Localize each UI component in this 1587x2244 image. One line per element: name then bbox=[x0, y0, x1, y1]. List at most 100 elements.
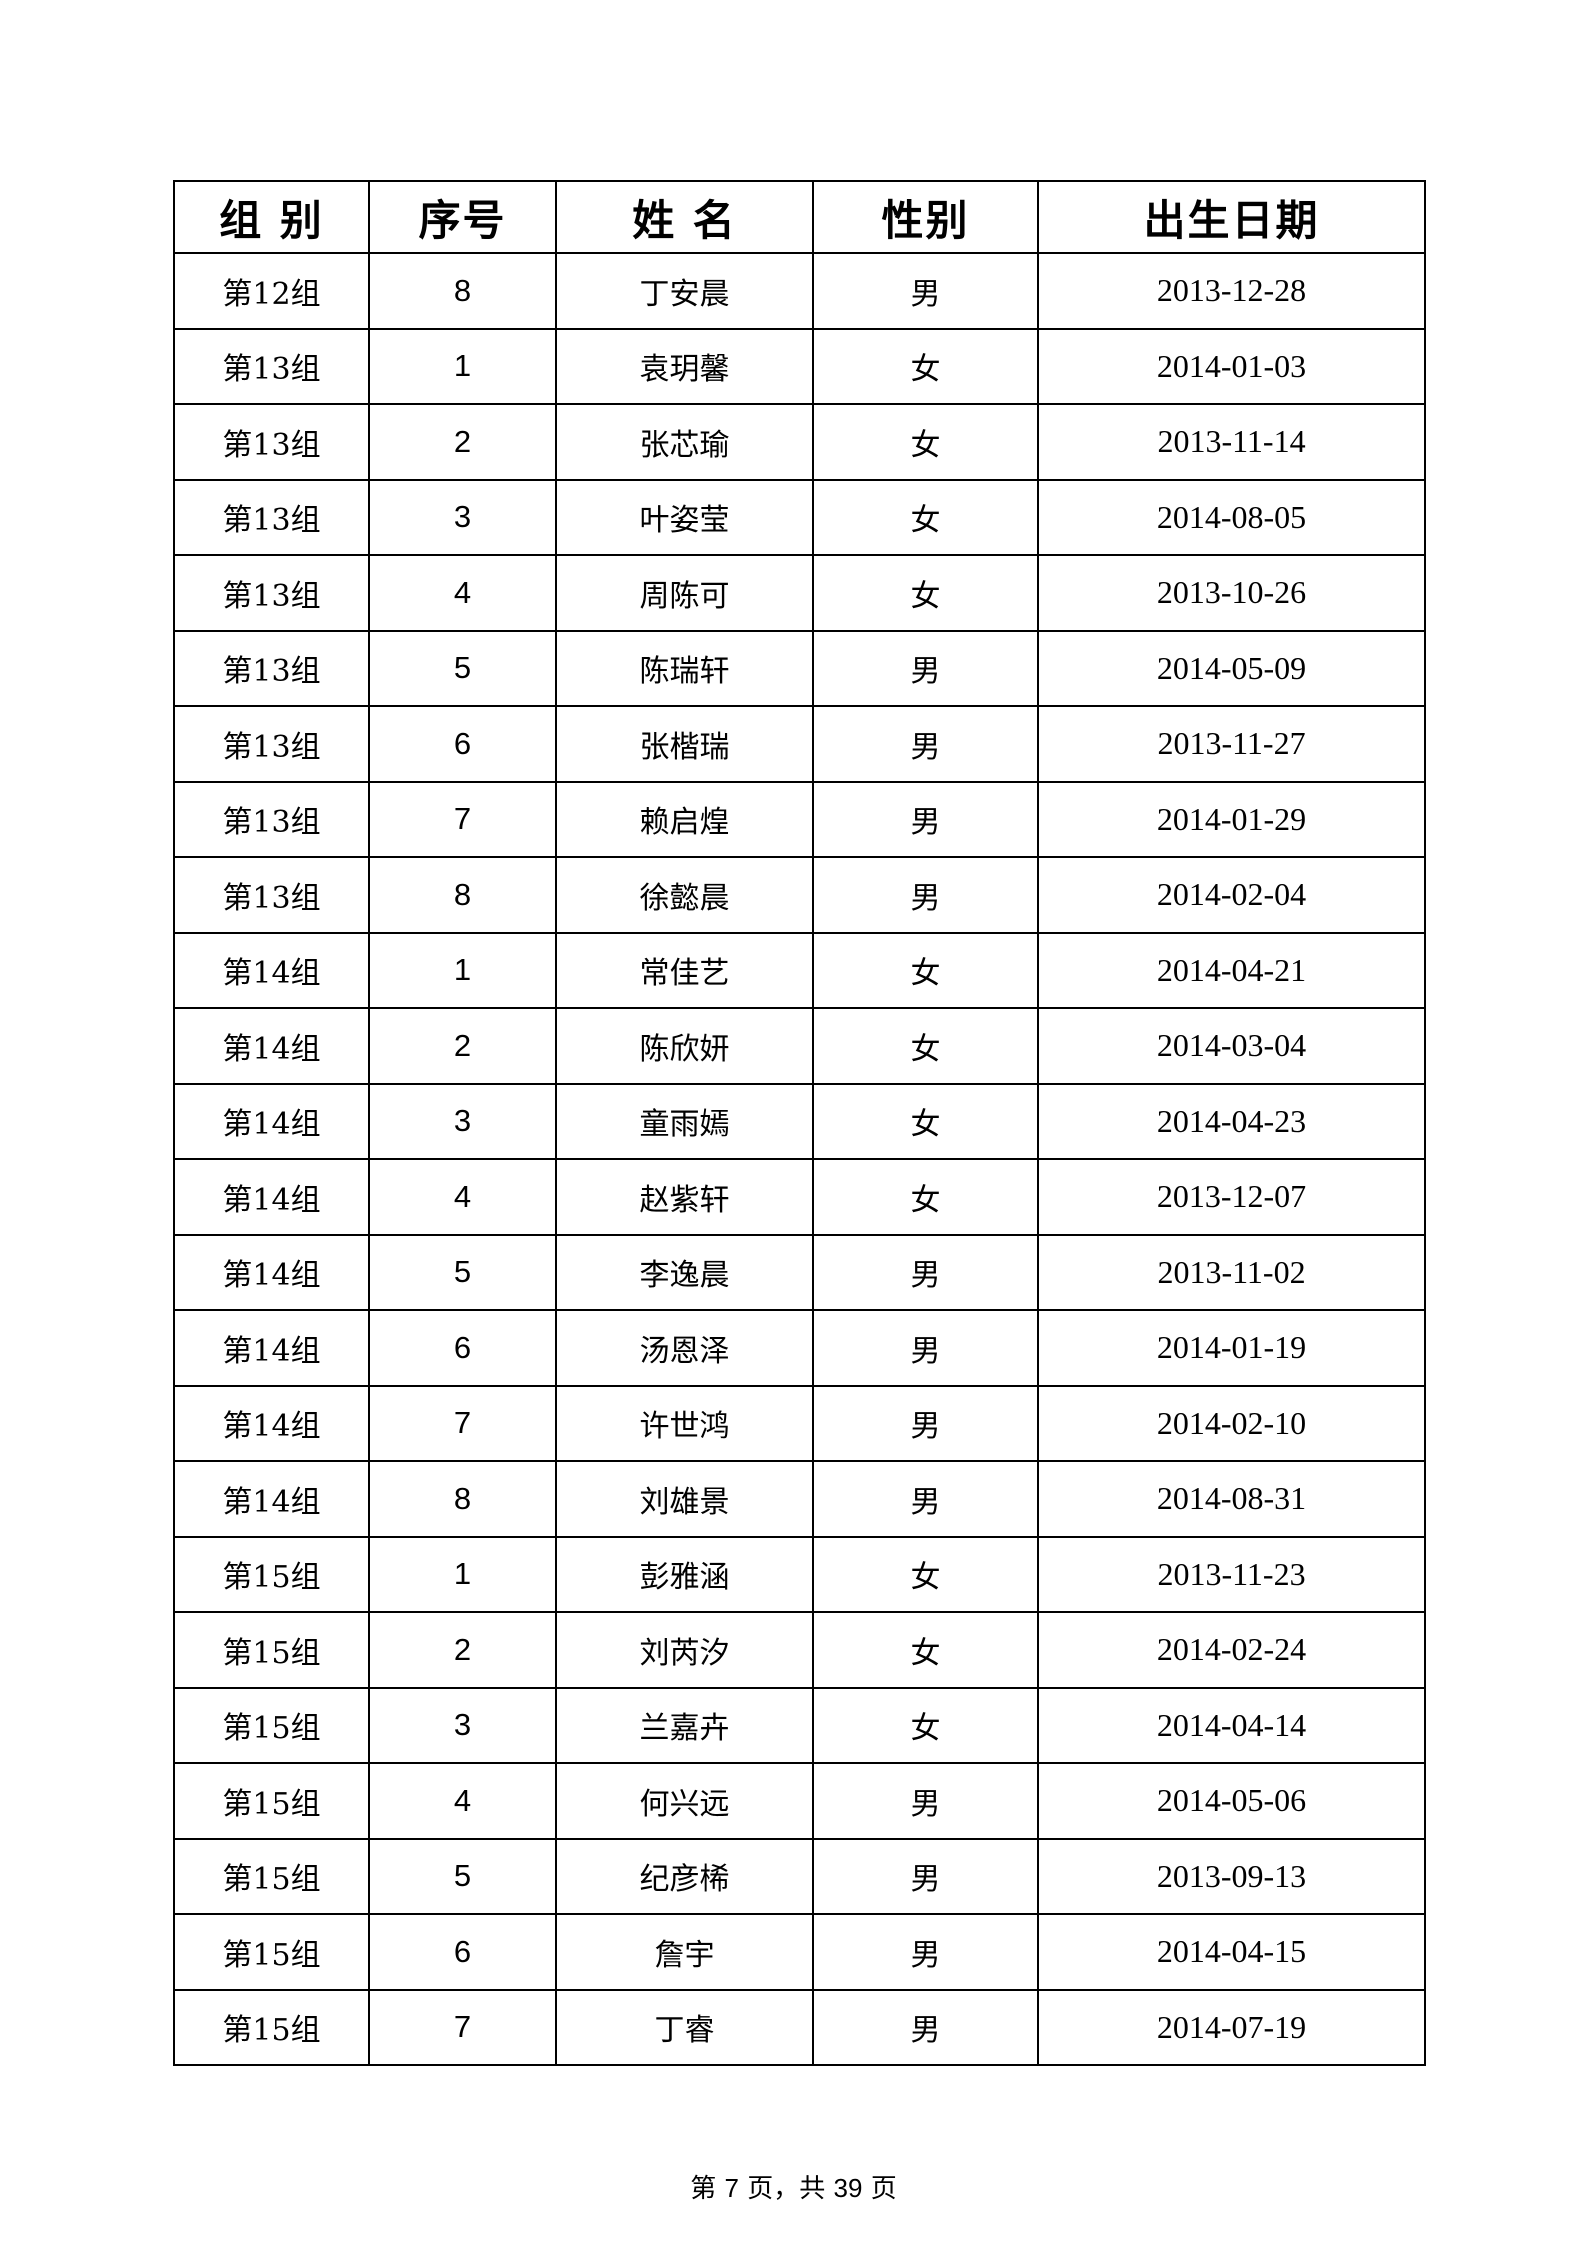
cell-name: 陈瑞轩 bbox=[555, 629, 814, 707]
cell-group: 第13组 bbox=[173, 629, 370, 707]
header-row: 组 别 序号 姓 名 性别 出生日期 bbox=[173, 180, 1426, 254]
cell-seq: 2 bbox=[368, 1611, 557, 1689]
cell-birthdate: 2013-12-07 bbox=[1037, 1158, 1426, 1236]
cell-group: 第15组 bbox=[173, 1535, 370, 1613]
cell-gender: 女 bbox=[812, 1158, 1039, 1236]
cell-gender: 女 bbox=[812, 1082, 1039, 1160]
header-gender: 性别 bbox=[812, 180, 1039, 254]
cell-birthdate: 2013-10-26 bbox=[1037, 554, 1426, 632]
table-row: 第15组 3 兰嘉卉女 2014-04-14 bbox=[173, 1686, 1426, 1764]
cell-birthdate: 2014-04-21 bbox=[1037, 931, 1426, 1009]
cell-birthdate: 2013-09-13 bbox=[1037, 1837, 1426, 1915]
table-row: 第12组 8 丁安晨男 2013-12-28 bbox=[173, 252, 1426, 330]
cell-gender: 女 bbox=[812, 1686, 1039, 1764]
cell-name: 詹宇 bbox=[555, 1913, 814, 1991]
cell-group: 第14组 bbox=[173, 1309, 370, 1387]
cell-gender: 男 bbox=[812, 252, 1039, 330]
table-row: 第13组 6 张楷瑞男 2013-11-27 bbox=[173, 705, 1426, 783]
cell-group: 第15组 bbox=[173, 1913, 370, 1991]
cell-seq: 2 bbox=[368, 1007, 557, 1085]
table-row: 第14组 5 李逸晨男 2013-11-02 bbox=[173, 1233, 1426, 1311]
cell-seq: 6 bbox=[368, 705, 557, 783]
cell-gender: 女 bbox=[812, 1611, 1039, 1689]
cell-seq: 6 bbox=[368, 1309, 557, 1387]
cell-name: 张楷瑞 bbox=[555, 705, 814, 783]
table-row: 第15组 7 丁睿男 2014-07-19 bbox=[173, 1988, 1426, 2066]
cell-gender: 男 bbox=[812, 705, 1039, 783]
cell-seq: 8 bbox=[368, 252, 557, 330]
cell-birthdate: 2013-12-28 bbox=[1037, 252, 1426, 330]
footer-middle: 页，共 bbox=[747, 2174, 826, 2204]
header-seq: 序号 bbox=[368, 180, 557, 254]
cell-group: 第14组 bbox=[173, 1007, 370, 1085]
cell-name: 何兴远 bbox=[555, 1762, 814, 1840]
cell-gender: 男 bbox=[812, 1233, 1039, 1311]
cell-gender: 女 bbox=[812, 327, 1039, 405]
cell-seq: 8 bbox=[368, 1460, 557, 1538]
cell-gender: 男 bbox=[812, 629, 1039, 707]
table-row: 第15组 1 彭雅涵女 2013-11-23 bbox=[173, 1535, 1426, 1613]
cell-name: 许世鸿 bbox=[555, 1384, 814, 1462]
cell-name: 刘芮汐 bbox=[555, 1611, 814, 1689]
cell-name: 丁安晨 bbox=[555, 252, 814, 330]
cell-group: 第15组 bbox=[173, 1762, 370, 1840]
table-row: 第15组 5 纪彦桸男 2013-09-13 bbox=[173, 1837, 1426, 1915]
cell-gender: 女 bbox=[812, 554, 1039, 632]
table-row: 第13组 3 叶姿莹女 2014-08-05 bbox=[173, 478, 1426, 556]
cell-gender: 男 bbox=[812, 1988, 1039, 2066]
table-row: 第14组 8 刘雄景男 2014-08-31 bbox=[173, 1460, 1426, 1538]
table-row: 第13组 7 赖启煌男 2014-01-29 bbox=[173, 780, 1426, 858]
cell-birthdate: 2014-02-10 bbox=[1037, 1384, 1426, 1462]
cell-birthdate: 2014-02-24 bbox=[1037, 1611, 1426, 1689]
cell-group: 第15组 bbox=[173, 1686, 370, 1764]
cell-gender: 男 bbox=[812, 780, 1039, 858]
cell-seq: 4 bbox=[368, 1158, 557, 1236]
cell-birthdate: 2013-11-14 bbox=[1037, 403, 1426, 481]
cell-birthdate: 2014-01-03 bbox=[1037, 327, 1426, 405]
cell-birthdate: 2014-07-19 bbox=[1037, 1988, 1426, 2066]
cell-gender: 男 bbox=[812, 1837, 1039, 1915]
cell-birthdate: 2013-11-27 bbox=[1037, 705, 1426, 783]
table-row: 第15组 6 詹宇男 2014-04-15 bbox=[173, 1913, 1426, 1991]
cell-seq: 4 bbox=[368, 1762, 557, 1840]
cell-birthdate: 2014-01-19 bbox=[1037, 1309, 1426, 1387]
cell-seq: 1 bbox=[368, 327, 557, 405]
cell-gender: 女 bbox=[812, 403, 1039, 481]
cell-seq: 1 bbox=[368, 931, 557, 1009]
cell-group: 第12组 bbox=[173, 252, 370, 330]
cell-seq: 5 bbox=[368, 629, 557, 707]
cell-name: 叶姿莹 bbox=[555, 478, 814, 556]
cell-group: 第13组 bbox=[173, 780, 370, 858]
cell-group: 第14组 bbox=[173, 1460, 370, 1538]
cell-group: 第13组 bbox=[173, 327, 370, 405]
table-row: 第14组 3 童雨嫣女 2014-04-23 bbox=[173, 1082, 1426, 1160]
cell-gender: 女 bbox=[812, 478, 1039, 556]
cell-birthdate: 2014-05-06 bbox=[1037, 1762, 1426, 1840]
cell-group: 第13组 bbox=[173, 478, 370, 556]
cell-group: 第14组 bbox=[173, 931, 370, 1009]
cell-birthdate: 2013-11-02 bbox=[1037, 1233, 1426, 1311]
cell-gender: 男 bbox=[812, 1762, 1039, 1840]
table-row: 第13组 2 张芯瑜女 2013-11-14 bbox=[173, 403, 1426, 481]
cell-seq: 7 bbox=[368, 1988, 557, 2066]
table-row: 第15组 4 何兴远男 2014-05-06 bbox=[173, 1762, 1426, 1840]
cell-group: 第14组 bbox=[173, 1082, 370, 1160]
cell-seq: 5 bbox=[368, 1233, 557, 1311]
cell-name: 童雨嫣 bbox=[555, 1082, 814, 1160]
header-name: 姓 名 bbox=[555, 180, 814, 254]
cell-name: 刘雄景 bbox=[555, 1460, 814, 1538]
cell-name: 常佳艺 bbox=[555, 931, 814, 1009]
cell-seq: 6 bbox=[368, 1913, 557, 1991]
footer-prefix: 第 bbox=[690, 2174, 717, 2204]
cell-name: 李逸晨 bbox=[555, 1233, 814, 1311]
cell-seq: 7 bbox=[368, 780, 557, 858]
cell-seq: 3 bbox=[368, 478, 557, 556]
cell-birthdate: 2014-04-23 bbox=[1037, 1082, 1426, 1160]
cell-group: 第15组 bbox=[173, 1837, 370, 1915]
cell-gender: 女 bbox=[812, 931, 1039, 1009]
table-row: 第13组 8 徐懿晨男 2014-02-04 bbox=[173, 856, 1426, 934]
cell-name: 汤恩泽 bbox=[555, 1309, 814, 1387]
cell-group: 第13组 bbox=[173, 856, 370, 934]
cell-group: 第14组 bbox=[173, 1384, 370, 1462]
cell-name: 赵紫轩 bbox=[555, 1158, 814, 1236]
